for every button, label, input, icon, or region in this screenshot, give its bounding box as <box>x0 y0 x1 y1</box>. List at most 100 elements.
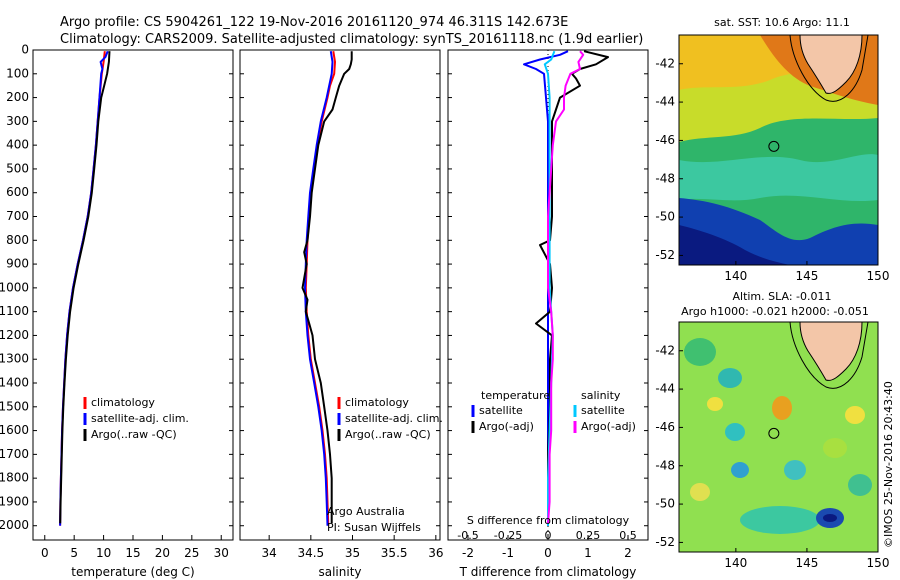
depth-tick-label: 1400 <box>0 376 29 390</box>
depth-tick-label: 800 <box>6 233 29 247</box>
legend-label-climatology: climatology <box>91 396 155 409</box>
salinity-panel-frame <box>239 49 441 541</box>
s-diff-tick-label: 0 <box>545 529 552 542</box>
sla-eddy <box>823 514 837 522</box>
sst-mid-band <box>679 154 878 202</box>
lat-tick-label: -52 <box>655 248 675 262</box>
x-tick-label: 36 <box>428 546 443 560</box>
legend-header-temperature: temperature <box>481 389 550 402</box>
legend-label-argo: Argo(..raw -QC) <box>345 428 431 441</box>
x-tick-label: 20 <box>155 546 170 560</box>
s-diff-tick-label: -0.5 <box>457 529 478 542</box>
depth-tick-label: 700 <box>6 209 29 223</box>
lat-tick-label: -44 <box>655 382 675 396</box>
temperature-panel-frame <box>32 49 234 541</box>
sla-eddy <box>725 423 745 441</box>
sla-eddy <box>784 460 806 480</box>
t-difference-x-label: T difference from climatology <box>459 565 637 579</box>
tasmania-land <box>799 322 863 381</box>
s-diff-tick-label: 0.25 <box>576 529 601 542</box>
x-tick-label: 0 <box>41 546 49 560</box>
legend-label-t-argo: Argo(-adj) <box>479 420 534 433</box>
depth-tick-label: 1600 <box>0 423 29 437</box>
depth-tick-label: 900 <box>6 257 29 271</box>
lat-tick-label: -42 <box>655 343 675 357</box>
lon-tick-label: 140 <box>724 556 747 570</box>
sst-coldest-band <box>679 225 790 265</box>
depth-tick-label: 1700 <box>0 447 29 461</box>
x-tick-label: 1 <box>584 546 592 560</box>
x-tick-label: 10 <box>96 546 111 560</box>
depth-tick-label: 1000 <box>0 280 29 294</box>
sla-eddy <box>848 474 872 496</box>
sla-map-axes: 140 145 150 -42 -44 -46 -48 -50 -52 <box>655 343 889 570</box>
x-tick-label: 35.5 <box>381 546 408 560</box>
series-line <box>523 50 569 526</box>
depth-tick-label: 1800 <box>0 471 29 485</box>
sla-eddy <box>690 483 710 501</box>
lat-tick-label: -52 <box>655 535 675 549</box>
temperature-panel: 0100200300400500600700800900100011001200… <box>0 43 234 579</box>
depth-tick-label: 1900 <box>0 494 29 508</box>
series-line <box>304 51 334 526</box>
s-difference-label: S difference from climatology <box>467 514 630 527</box>
salinity-x-ticks: 34 34.5 35 35.5 36 <box>240 49 443 560</box>
sst-field <box>679 35 878 265</box>
salinity-panel: 34 34.5 35 35.5 36 salinity climatology sate… <box>239 49 443 579</box>
x-tick-label: 0 <box>544 546 552 560</box>
x-tick-label: 5 <box>70 546 78 560</box>
lat-tick-label: -42 <box>655 56 675 70</box>
x-tick-label: 35 <box>345 546 360 560</box>
legend-label-s-satellite: satellite <box>581 404 625 417</box>
x-tick-label: 25 <box>184 546 199 560</box>
depth-tick-label: 1500 <box>0 399 29 413</box>
series-line <box>301 51 353 524</box>
lon-tick-label: 145 <box>795 269 818 283</box>
legend-label-satellite: satellite-adj. clim. <box>91 412 189 425</box>
lat-tick-label: -48 <box>655 171 675 185</box>
salinity-series <box>301 51 353 526</box>
sla-eddy <box>718 368 742 388</box>
x-tick-label: 30 <box>214 546 229 560</box>
lat-tick-label: -44 <box>655 95 675 109</box>
s-diff-tick-label: -0.25 <box>494 529 522 542</box>
legend-label-s-argo: Argo(-adj) <box>581 420 636 433</box>
x-tick-label: -1 <box>502 546 514 560</box>
salinity-legend: climatology satellite-adj. clim. Argo(..… <box>337 396 443 441</box>
sla-field <box>679 322 878 552</box>
series-line <box>59 51 111 524</box>
temperature-x-label: temperature (deg C) <box>71 565 194 579</box>
difference-panel: -2 -1 0 1 2 -0.5 -0.25 0 0.25 0.5 T difference fr… <box>447 49 649 579</box>
depth-tick-label: 400 <box>6 138 29 152</box>
lon-tick-label: 150 <box>867 269 890 283</box>
sst-map-title: sat. SST: 10.6 Argo: 11.1 <box>714 16 850 29</box>
lon-tick-label: 140 <box>724 269 747 283</box>
depth-tick-label: 600 <box>6 185 29 199</box>
sla-map: Altim. SLA: -0.011 Argo h1000: -0.021 h2… <box>655 290 889 570</box>
header-line-1: Argo profile: CS 5904261_122 19-Nov-2016… <box>60 15 568 30</box>
sla-eddy <box>772 396 792 420</box>
sla-eddy <box>845 406 865 424</box>
argo-position-marker <box>768 140 780 152</box>
sla-eddy <box>731 462 749 478</box>
salinity-x-label: salinity <box>318 565 361 579</box>
tasmania-land <box>799 35 863 94</box>
salinity-annotation-line-1: Argo Australia <box>327 505 405 518</box>
shelf-contour <box>789 35 869 102</box>
header-line-2: Climatology: CARS2009. Satellite-adjuste… <box>60 32 643 47</box>
depth-tick-label: 300 <box>6 114 29 128</box>
difference-x-ticks: -2 -1 0 1 2 -0.5 -0.25 0 0.25 0.5 <box>448 49 648 560</box>
sla-map-title-2: Argo h1000: -0.021 h2000: -0.051 <box>681 305 869 318</box>
depth-tick-label: 1200 <box>0 328 29 342</box>
depth-tick-label: 0 <box>21 43 29 57</box>
temperature-x-ticks: 0 5 10 15 20 25 30 <box>41 49 233 560</box>
sst-map: sat. SST: 10.6 Argo: 11.1 140 145 150 -42 -4… <box>655 16 889 283</box>
series-line <box>547 50 585 524</box>
series-line <box>59 50 109 526</box>
sst-map-frame <box>678 34 879 266</box>
sla-eddy <box>684 338 716 366</box>
x-tick-label: -2 <box>462 546 474 560</box>
legend-label-satellite: satellite-adj. clim. <box>345 412 443 425</box>
credit-text: ©IMOS 25-Nov-2016 20:43:40 <box>882 381 895 548</box>
temperature-legend: climatology satellite-adj. clim. Argo(..… <box>83 396 189 441</box>
